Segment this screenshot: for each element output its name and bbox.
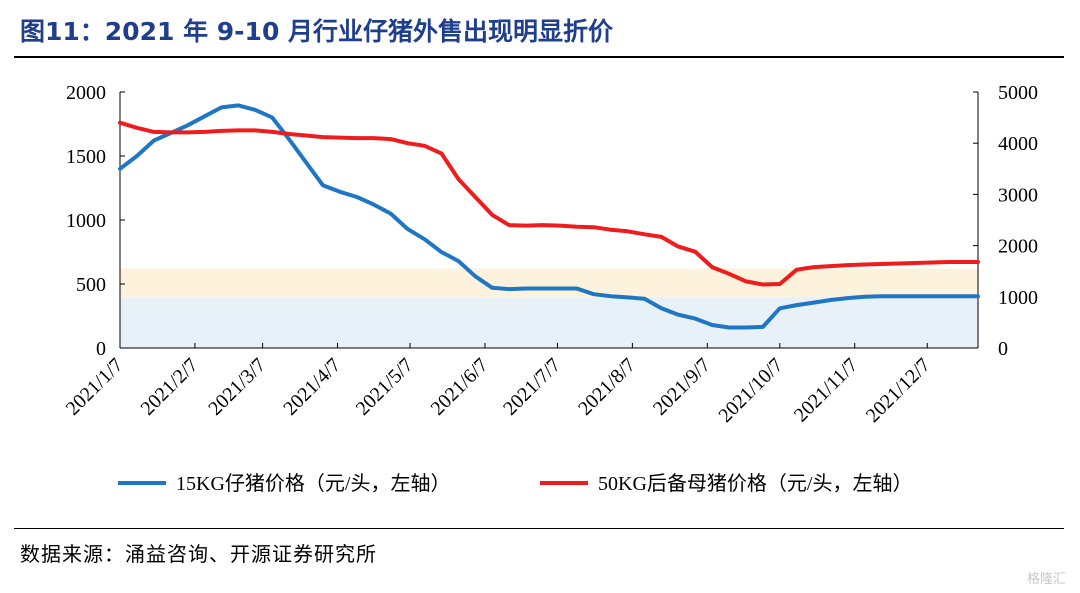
x-tick-label: 2021/9/7 (649, 354, 715, 420)
band-1 (120, 268, 978, 297)
y-right-tick-label: 5000 (998, 82, 1038, 104)
source-note: 数据来源：涌益咨询、开源证券研究所 (20, 542, 377, 566)
chart-axes: 0 500 1000 1500 2000 0 1000 2000 3000 4000 5000 202… (62, 82, 1038, 427)
y-left-tick-label: 1500 (66, 146, 106, 168)
x-tick-label: 2021/11/7 (790, 354, 862, 426)
x-tick-label: 2021/4/7 (279, 354, 345, 420)
source-rule (14, 528, 1064, 529)
y-right-tick-label: 1000 (998, 287, 1038, 309)
series-lines (118, 103, 980, 330)
chart-legend: 15KG仔猪价格（元/头，左轴） 50KG后备母猪价格（元/头，左轴） (118, 472, 912, 495)
x-tick-label: 2021/6/7 (427, 354, 493, 420)
x-tick-label: 2021/3/7 (204, 354, 270, 420)
watermark: 格隆汇 (1026, 572, 1066, 587)
shaded-bands (120, 268, 978, 348)
y-right-tick-label: 3000 (998, 184, 1038, 206)
series-line-2 (118, 120, 980, 287)
band-0 (120, 296, 978, 348)
legend-label-2: 50KG后备母猪价格（元/头，左轴） (598, 472, 912, 495)
legend-label-1: 15KG仔猪价格（元/头，左轴） (176, 472, 450, 495)
y-left-tick-label: 0 (96, 338, 106, 360)
y-left-tick-label: 2000 (66, 82, 106, 104)
x-tick-label: 2021/1/7 (62, 354, 128, 420)
figure-title: 图11：2021 年 9-10 月行业仔猪外售出现明显折价 (20, 17, 614, 46)
y-left-tick-label: 1000 (66, 210, 106, 232)
title-rule (14, 56, 1064, 58)
y-right-tick-label: 2000 (998, 236, 1038, 258)
y-right-tick-label: 0 (998, 338, 1008, 360)
y-right-tick-label: 4000 (998, 133, 1038, 155)
y-left-tick-label: 500 (76, 274, 106, 296)
series-line-1 (118, 103, 980, 330)
x-tick-label: 2021/10/7 (714, 354, 787, 427)
x-tick-label: 2021/7/7 (499, 354, 565, 420)
x-tick-label: 2021/2/7 (137, 354, 203, 420)
x-tick-label: 2021/12/7 (862, 354, 935, 427)
line-chart: 0 500 1000 1500 2000 0 1000 2000 3000 4000 5000 202… (62, 82, 1038, 495)
x-tick-label: 2021/5/7 (352, 354, 418, 420)
x-tick-label: 2021/8/7 (574, 354, 640, 420)
